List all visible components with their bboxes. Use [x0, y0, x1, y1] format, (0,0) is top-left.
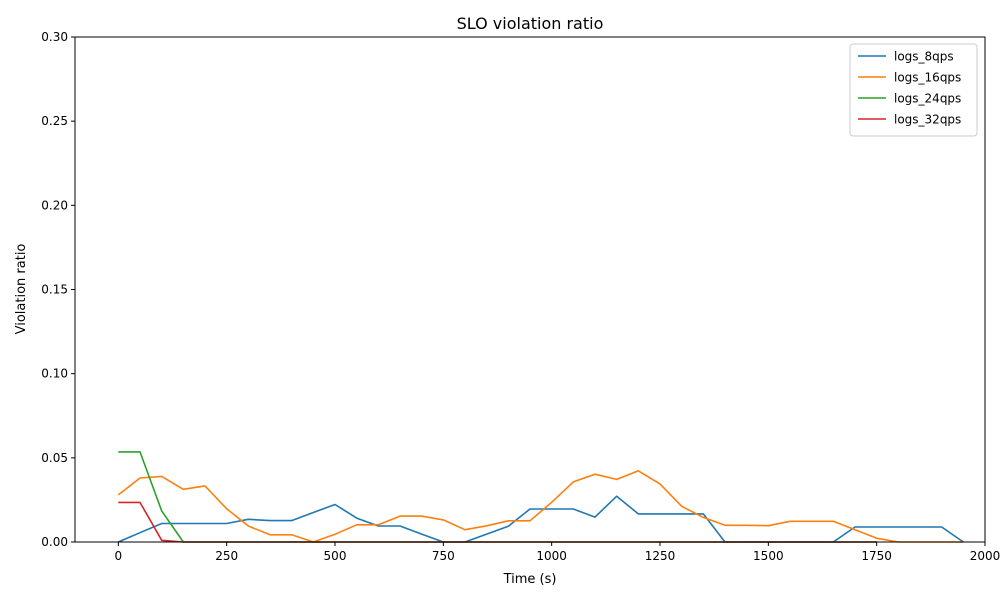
x-tick-label: 1000: [536, 549, 567, 563]
x-tick-label: 1500: [753, 549, 784, 563]
legend-label: logs_8qps: [894, 50, 954, 64]
x-axis-label: Time (s): [503, 572, 557, 587]
y-tick-label: 0.10: [41, 367, 68, 381]
series-line-logs_24qps: [118, 451, 877, 543]
x-tick-label: 500: [324, 549, 347, 563]
x-tick-label: 2000: [970, 549, 1000, 563]
y-tick-label: 0.00: [41, 535, 68, 549]
legend-frame: [849, 43, 978, 137]
series-line-logs_8qps: [117, 495, 964, 543]
x-axis: 0 250 500 750 1000 1250 1500 1750 2000: [115, 542, 1000, 563]
y-axis: 0.00 0.05 0.10 0.15 0.20 0.25 0.30: [41, 30, 75, 549]
series-layer: [117, 451, 964, 543]
y-tick-label: 0.20: [41, 198, 68, 212]
x-tick-label: 0: [115, 549, 123, 563]
plot-frame: [74, 36, 986, 543]
legend: logs_8qps logs_16qps logs_24qps logs_32qps: [849, 43, 978, 137]
legend-label: logs_32qps: [894, 113, 961, 127]
x-tick-label: 1250: [645, 549, 676, 563]
x-tick-label: 1750: [861, 549, 892, 563]
legend-label: logs_24qps: [894, 92, 961, 106]
y-tick-label: 0.30: [41, 30, 68, 44]
y-tick-label: 0.25: [41, 114, 68, 128]
y-axis-label: Violation ratio: [14, 244, 29, 335]
legend-label: logs_16qps: [894, 71, 961, 85]
x-tick-label: 250: [215, 549, 238, 563]
chart-title: SLO violation ratio: [457, 14, 604, 33]
x-tick-label: 750: [432, 549, 455, 563]
y-tick-label: 0.15: [41, 283, 68, 297]
series-line-logs_16qps: [117, 469, 964, 543]
y-tick-label: 0.05: [41, 451, 68, 465]
